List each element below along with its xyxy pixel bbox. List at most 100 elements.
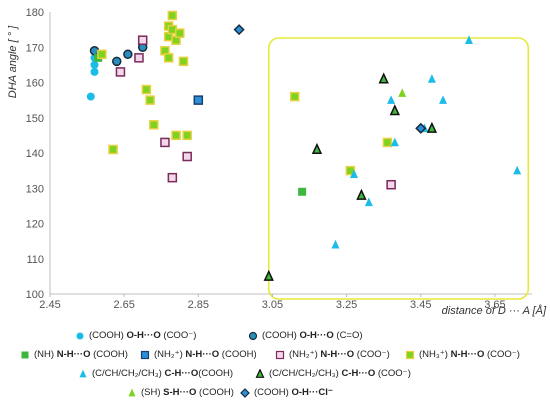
legend-group-label: (C/CH/CH₂/CH₃) [269,368,342,379]
y-tick-label: 110 [26,254,44,266]
data-point [145,95,155,105]
legend-group-label: (SH) [141,387,164,398]
data-point [263,269,274,281]
data-point [378,72,389,84]
legend-bond-label: N-H···O [450,349,485,360]
legend-marker-shape [140,350,150,359]
data-point [123,49,133,60]
legend-item: (NH₂⁺) N-H···O (COO⁻) [275,349,390,360]
legend-marker-shape [128,388,136,396]
x-axis-title: distance of D ··· A [Å] [442,304,547,317]
data-point [167,10,178,21]
legend-marker-shape [240,387,250,398]
legend-group-label: (COOH) [196,387,234,398]
legend-marker [76,332,84,339]
legend-marker [275,350,285,359]
x-tick-label: 3.65 [484,299,505,311]
data-point [134,53,144,63]
chart-axes [49,12,532,295]
legend-bond-label: O-H···Cl⁻ [291,387,333,398]
data-point [115,67,126,77]
data-point [90,67,99,76]
legend-group-label: (COOH) [89,330,127,341]
data-point [427,74,436,83]
legend-item: (NH₂⁺) N-H···O (COOH) [140,349,257,360]
data-point [364,197,373,207]
legend-group-label: (NH) [34,349,57,360]
data-point [390,137,399,147]
legend-item: (NH₃⁺) N-H···O (COO⁻) [405,349,520,360]
data-point [90,60,99,69]
y-tick-label: 130 [26,183,44,195]
legend-group-label: (NH₂⁺) [289,349,321,360]
legend-marker [240,387,250,398]
legend-marker [128,388,136,396]
x-tick-label: 3.05 [262,299,283,311]
legend-marker-shape [248,331,258,340]
legend-item: (NH) N-H···O (COOH) [20,349,128,360]
legend-marker [255,368,265,378]
legend-bond-label: N-H···O [185,349,220,360]
legend-group-label: (C/CH/CH₂/CH₃) [92,368,165,379]
chart-legend: (COOH) O-H···O (COO⁻) (COOH) O-H···O (C=O… [0,322,550,405]
data-point [389,104,400,116]
legend-label: (COOH) O-H···O (COO⁻) [89,330,196,341]
legend-marker [405,350,415,359]
legend-group-label: (COO⁻) [160,330,197,341]
legend-group-label: (NH₃⁺) [419,349,451,360]
data-point [141,84,152,95]
legend-label: (NH) N-H···O (COOH) [34,349,128,360]
legend-label: (COOH) O-H···Cl⁻ [254,387,333,398]
data-point [387,95,396,104]
legend-bond-label: C-H···O [164,368,199,379]
legend-item: (COOH) O-H···O (COO⁻) [75,330,196,341]
data-point [289,91,300,102]
legend-item: (COOH) O-H···O (C=O) [248,330,363,341]
legend-group-label: (C=O) [333,330,363,341]
data-point [160,137,170,148]
legend-marker-shape [76,332,84,339]
data-point [149,120,159,130]
data-point [464,35,473,44]
data-point [175,28,185,38]
data-point [426,121,438,133]
data-point [386,179,396,190]
legend-group-label: (COO⁻) [354,349,390,360]
legend-marker-shape [275,350,285,359]
legend-label: (NH₂⁺) N-H···O (COO⁻) [289,349,390,360]
y-tick-label: 170 [26,42,44,54]
legend-group-label: (COO⁻) [375,368,411,379]
data-point [382,137,393,148]
data-point [86,92,95,101]
highlight-box [267,37,530,300]
x-tick-label: 2.85 [188,299,209,311]
legend-group-label: (COOH) [90,349,128,360]
legend-group-label: (COOH) [219,349,257,360]
data-point [167,172,178,183]
x-tick-label: 3.25 [336,299,357,311]
data-point [97,49,107,60]
legend-bond-label: O-H···O [126,330,161,341]
legend-group-label: (COOH) [254,387,292,398]
legend-label: (C/CH/CH₂/CH₃) C-H···O (COO⁻) [269,368,411,379]
y-tick-label: 150 [26,113,44,125]
data-point [350,169,359,178]
highlight-region [267,37,530,300]
legend-marker [140,350,150,359]
data-point [311,142,323,155]
legend-marker [248,331,258,340]
data-point [182,151,192,162]
y-tick-label: 140 [26,148,44,160]
data-point [331,239,340,249]
data-point [513,165,522,175]
data-point [193,95,204,105]
legend-bond-label: N-H···O [56,349,91,360]
legend-group-label: (COO⁻) [484,349,520,360]
legend-label: (SH) S-H···O (COOH) [141,387,234,398]
legend-label: (NH₃⁺) N-H···O (COO⁻) [419,349,520,360]
data-point [439,95,448,104]
legend-marker-shape [79,369,87,377]
legend-bond-label: S-H···O [163,387,197,398]
legend-bond-label: N-H···O [320,349,355,360]
legend-group-label: (COOH) [262,330,300,341]
